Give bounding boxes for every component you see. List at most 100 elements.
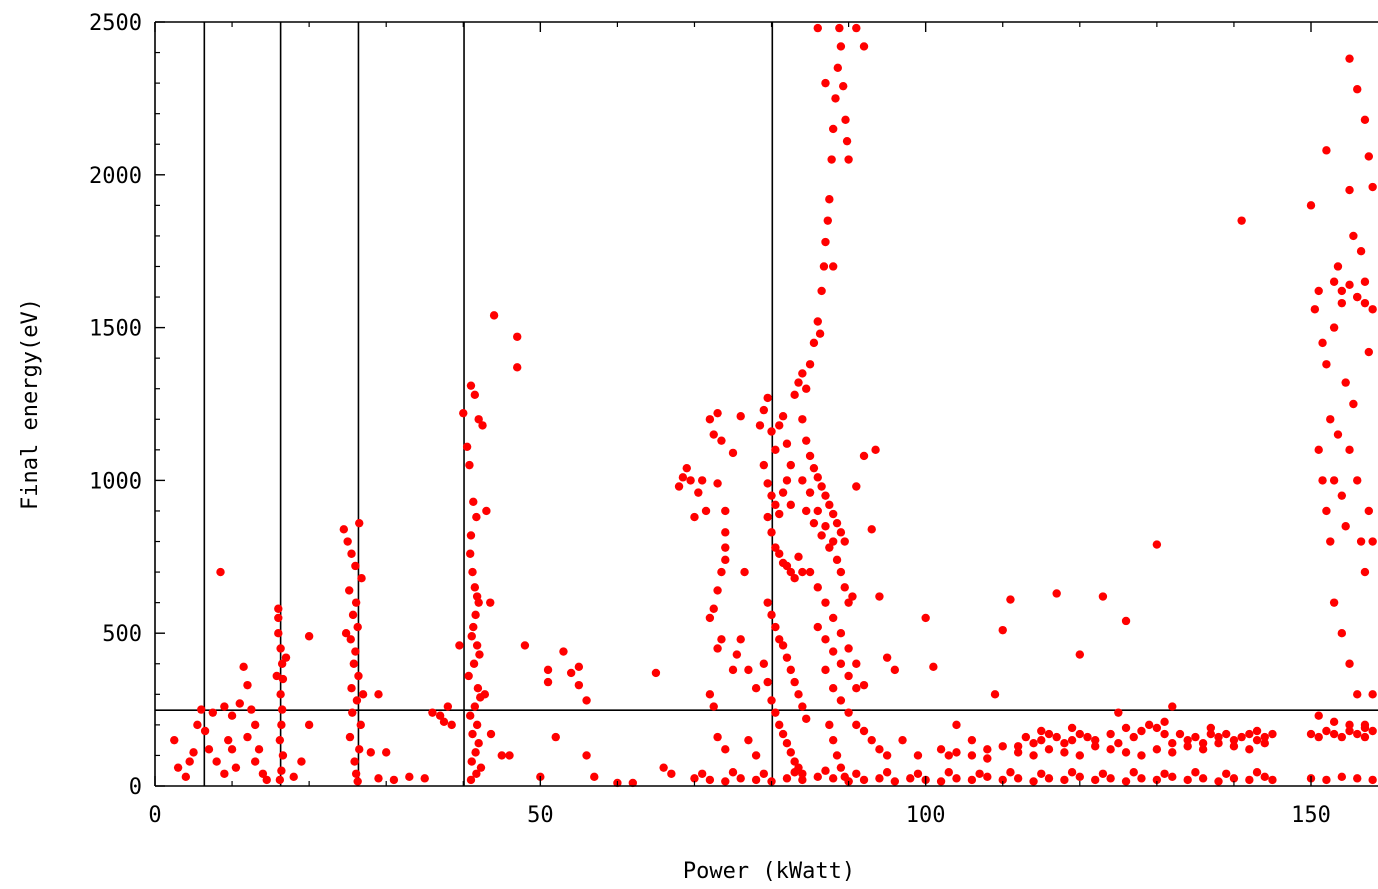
data-point bbox=[798, 567, 807, 577]
data-point bbox=[1152, 775, 1162, 785]
data-point bbox=[341, 629, 351, 638]
data-point bbox=[1129, 768, 1138, 777]
data-point bbox=[1314, 445, 1323, 455]
data-point bbox=[775, 720, 784, 730]
data-point bbox=[1075, 751, 1085, 760]
data-point bbox=[728, 448, 738, 458]
data-point bbox=[728, 768, 738, 777]
data-point bbox=[828, 684, 838, 693]
data-point bbox=[890, 777, 900, 786]
data-point bbox=[1152, 745, 1162, 754]
data-point bbox=[736, 412, 745, 421]
data-point bbox=[1329, 323, 1339, 332]
data-point bbox=[1144, 720, 1154, 730]
data-point bbox=[717, 436, 726, 445]
data-point bbox=[859, 42, 869, 51]
data-point bbox=[744, 735, 753, 745]
data-point bbox=[825, 500, 834, 510]
data-point bbox=[763, 677, 772, 687]
data-point bbox=[1322, 360, 1331, 369]
data-point bbox=[1044, 729, 1054, 739]
data-point bbox=[1326, 537, 1335, 546]
data-point bbox=[709, 702, 718, 711]
data-point bbox=[447, 720, 456, 730]
data-point bbox=[759, 769, 769, 778]
data-point bbox=[821, 665, 830, 675]
data-point bbox=[353, 622, 362, 632]
data-point bbox=[304, 720, 314, 730]
data-point bbox=[844, 671, 853, 681]
y-axis-ticks: 0 500 1000 1500 2000 2500 bbox=[89, 11, 165, 800]
data-point bbox=[468, 729, 477, 739]
data-point bbox=[1044, 774, 1054, 783]
data-point bbox=[347, 549, 356, 558]
data-point bbox=[1206, 729, 1216, 739]
data-point bbox=[466, 381, 476, 390]
y-tick-label: 2000 bbox=[89, 164, 142, 189]
data-point bbox=[1106, 774, 1115, 783]
data-point bbox=[351, 561, 360, 571]
data-point bbox=[1360, 567, 1370, 577]
data-point bbox=[819, 262, 829, 271]
data-point bbox=[913, 751, 923, 760]
data-point bbox=[836, 42, 846, 51]
data-point bbox=[1229, 735, 1239, 745]
data-point bbox=[828, 774, 838, 783]
data-point bbox=[1091, 742, 1100, 751]
data-point bbox=[782, 653, 792, 662]
data-point bbox=[276, 690, 285, 699]
data-point bbox=[204, 745, 214, 754]
data-point bbox=[343, 537, 352, 546]
data-point bbox=[355, 518, 364, 528]
data-point bbox=[1364, 347, 1374, 357]
data-point bbox=[667, 769, 676, 778]
data-point bbox=[875, 592, 884, 601]
data-point bbox=[813, 622, 822, 632]
data-point bbox=[420, 774, 429, 783]
data-point bbox=[347, 684, 356, 693]
data-point bbox=[590, 772, 599, 782]
data-point bbox=[469, 497, 478, 506]
data-point bbox=[833, 63, 843, 73]
data-point bbox=[1129, 732, 1138, 742]
data-point bbox=[1337, 286, 1347, 296]
data-point bbox=[827, 155, 836, 164]
data-point bbox=[1006, 768, 1015, 777]
data-point bbox=[836, 567, 846, 577]
data-point bbox=[551, 732, 560, 742]
data-point bbox=[185, 757, 194, 766]
data-point bbox=[1260, 732, 1269, 742]
data-point bbox=[821, 237, 830, 247]
data-point bbox=[258, 769, 268, 778]
data-point bbox=[278, 751, 288, 760]
data-point bbox=[882, 653, 892, 662]
x-axis-ticks: 0 50 100 150 bbox=[148, 22, 1331, 828]
data-point bbox=[798, 702, 807, 711]
data-point bbox=[1222, 769, 1231, 778]
y-tick-label: 2500 bbox=[89, 11, 142, 36]
data-point bbox=[828, 537, 838, 546]
data-point bbox=[890, 665, 900, 675]
data-point bbox=[721, 543, 730, 552]
data-point bbox=[1160, 769, 1169, 778]
data-point bbox=[813, 473, 822, 482]
data-point bbox=[243, 680, 252, 690]
data-point bbox=[1360, 723, 1370, 733]
data-point bbox=[678, 473, 688, 482]
data-point bbox=[721, 777, 730, 786]
data-point bbox=[466, 775, 476, 785]
data-point bbox=[1067, 768, 1077, 777]
data-point bbox=[694, 488, 703, 497]
data-point bbox=[817, 482, 826, 491]
data-point bbox=[721, 555, 730, 565]
data-point bbox=[467, 632, 476, 641]
data-point bbox=[1306, 729, 1316, 739]
data-point bbox=[821, 766, 830, 775]
data-point bbox=[1152, 540, 1162, 549]
data-point bbox=[348, 708, 357, 717]
data-point bbox=[944, 768, 953, 777]
data-point bbox=[1168, 772, 1177, 782]
data-point bbox=[1368, 775, 1377, 785]
data-point bbox=[1098, 769, 1108, 778]
data-point bbox=[470, 390, 480, 400]
